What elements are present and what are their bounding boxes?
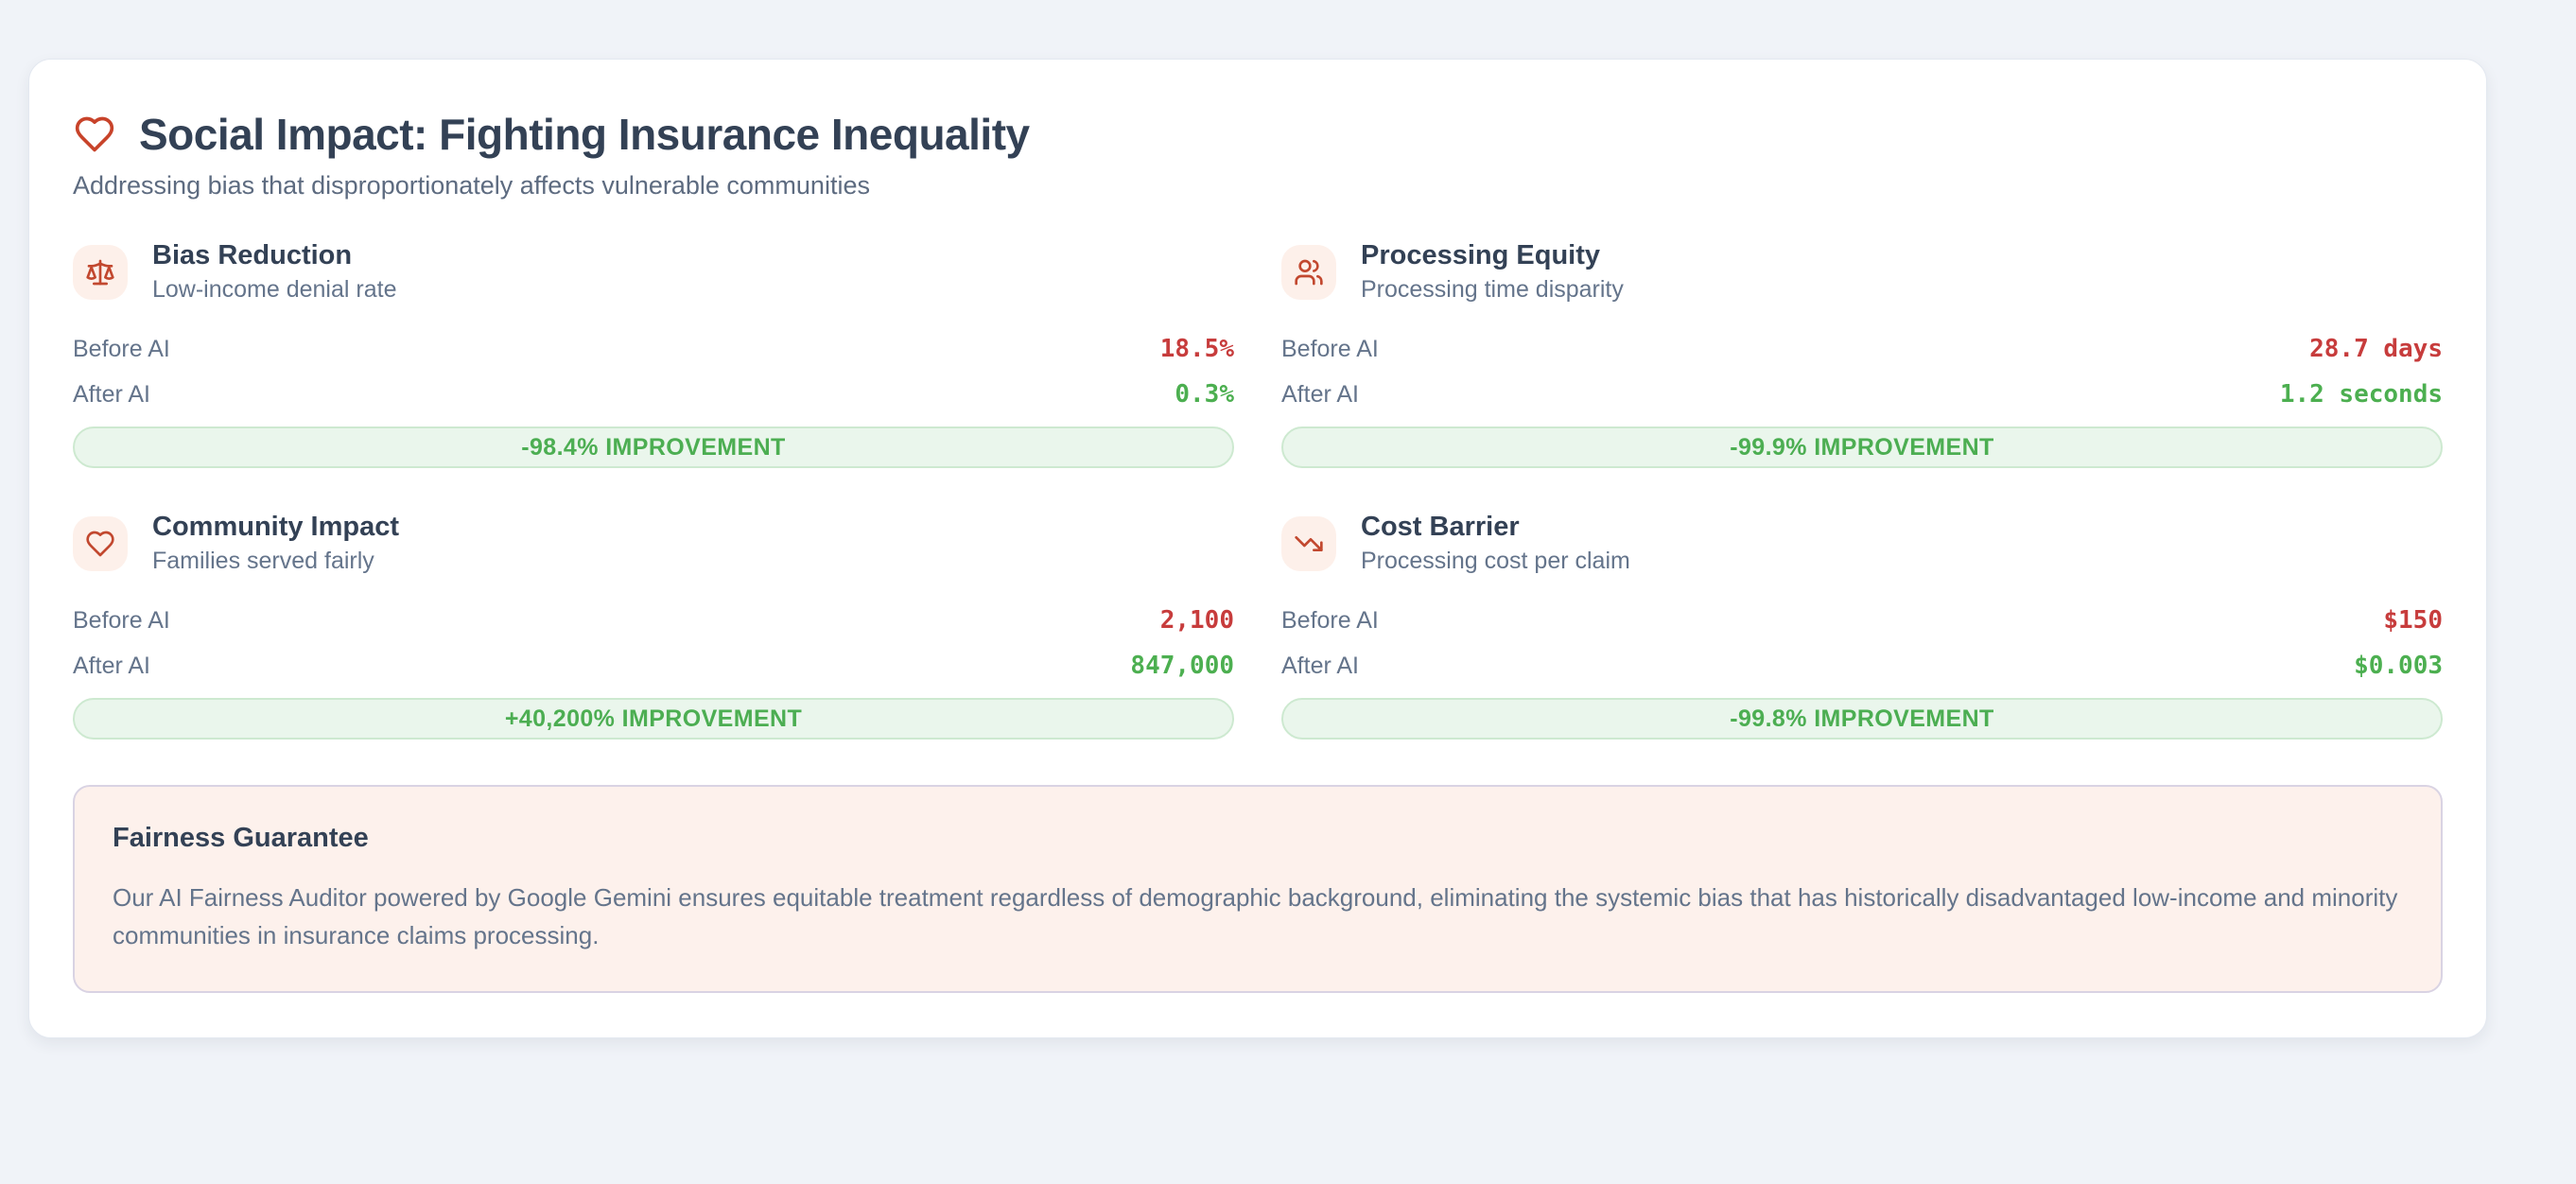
metric-head: Bias Reduction Low-income denial rate [73,240,1234,304]
after-label: After AI [1281,652,1359,679]
fairness-body: Our AI Fairness Auditor powered by Googl… [113,883,2398,950]
social-impact-card: Social Impact: Fighting Insurance Inequa… [28,59,2487,1038]
metric-head-text: Processing Equity Processing time dispar… [1361,240,1624,304]
metric-cost-barrier: Cost Barrier Processing cost per claim B… [1281,512,2443,740]
improvement-badge: +40,200% IMPROVEMENT [73,698,1234,740]
after-value: 0.3% [1175,380,1234,409]
scale-icon [86,259,114,285]
icon-tile [1281,244,1336,300]
icon-tile [73,244,128,300]
after-label: After AI [73,380,150,408]
metric-rows: Before AI $150 After AI $0.003 [1281,598,2443,688]
after-row: After AI $0.003 [1281,643,2443,688]
metric-community-impact: Community Impact Families served fairly … [73,512,1234,740]
metric-rows: Before AI 2,100 After AI 847,000 [73,598,1234,688]
metric-subtitle: Processing time disparity [1361,276,1624,303]
users-icon [1295,259,1323,285]
metric-rows: Before AI 18.5% After AI 0.3% [73,326,1234,417]
metric-rows: Before AI 28.7 days After AI 1.2 seconds [1281,326,2443,417]
before-label: Before AI [1281,606,1379,634]
page-title: Social Impact: Fighting Insurance Inequa… [139,110,1030,159]
icon-tile [73,515,128,571]
metric-head-text: Community Impact Families served fairly [152,512,399,575]
metric-head: Community Impact Families served fairly [73,512,1234,575]
card-header: Social Impact: Fighting Insurance Inequa… [73,109,2443,160]
after-value: $0.003 [2354,652,2443,680]
improvement-badge: -98.4% IMPROVEMENT [73,427,1234,468]
metrics-grid: Bias Reduction Low-income denial rate Be… [73,240,2443,740]
after-row: After AI 1.2 seconds [1281,372,2443,417]
fairness-guarantee-panel: Fairness Guarantee Our AI Fairness Audit… [73,785,2443,993]
improvement-badge: -99.8% IMPROVEMENT [1281,698,2443,740]
after-row: After AI 0.3% [73,372,1234,417]
before-value: $150 [2383,606,2443,635]
before-row: Before AI $150 [1281,598,2443,643]
metric-processing-equity: Processing Equity Processing time dispar… [1281,240,2443,468]
metric-title: Bias Reduction [152,240,353,270]
page-subtitle: Addressing bias that disproportionately … [73,171,870,200]
metric-head: Processing Equity Processing time dispar… [1281,240,2443,304]
heart-icon [86,531,114,556]
before-row: Before AI 18.5% [73,326,1234,372]
before-value: 2,100 [1159,606,1234,635]
before-label: Before AI [73,606,170,634]
metric-bias-reduction: Bias Reduction Low-income denial rate Be… [73,240,1234,468]
before-label: Before AI [1281,335,1379,362]
metric-title: Processing Equity [1361,240,1601,270]
trending-down-icon [1295,535,1323,551]
before-value: 28.7 days [2309,335,2443,363]
icon-tile [1281,515,1336,571]
heart-icon [75,116,114,152]
metric-subtitle: Low-income denial rate [152,276,397,303]
after-row: After AI 847,000 [73,643,1234,688]
before-row: Before AI 2,100 [73,598,1234,643]
improvement-badge: -99.9% IMPROVEMENT [1281,427,2443,468]
after-label: After AI [73,652,150,679]
after-value: 1.2 seconds [2279,380,2443,409]
metric-subtitle: Processing cost per claim [1361,548,1630,574]
metric-head: Cost Barrier Processing cost per claim [1281,512,2443,575]
metric-head-text: Cost Barrier Processing cost per claim [1361,512,1630,575]
after-label: After AI [1281,380,1359,408]
metric-title: Cost Barrier [1361,512,1520,542]
after-value: 847,000 [1130,652,1234,680]
metric-subtitle: Families served fairly [152,548,374,574]
metric-head-text: Bias Reduction Low-income denial rate [152,240,396,304]
before-label: Before AI [73,335,170,362]
before-row: Before AI 28.7 days [1281,326,2443,372]
before-value: 18.5% [1159,335,1234,363]
fairness-title: Fairness Guarantee [113,823,369,853]
metric-title: Community Impact [152,512,400,542]
